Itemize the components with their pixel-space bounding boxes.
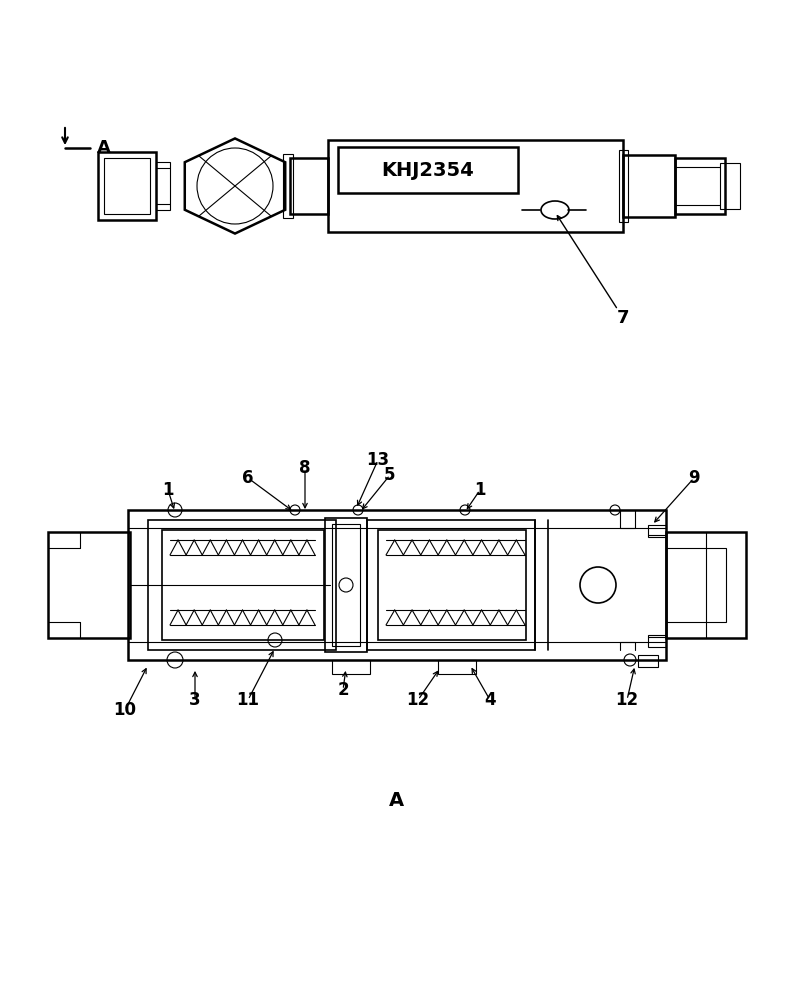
Bar — [648, 525, 666, 537]
Text: 8: 8 — [299, 459, 310, 477]
Text: 2: 2 — [337, 681, 348, 699]
Bar — [328, 140, 623, 232]
Bar — [162, 530, 324, 640]
Text: 9: 9 — [688, 469, 700, 487]
Bar — [98, 152, 156, 220]
Bar — [156, 162, 170, 210]
Bar — [104, 158, 150, 214]
Bar — [438, 660, 476, 674]
Text: 3: 3 — [189, 691, 201, 709]
Bar — [325, 518, 367, 652]
Bar — [290, 158, 328, 214]
Text: A: A — [388, 790, 404, 810]
Text: 12: 12 — [615, 691, 638, 709]
Bar — [332, 524, 360, 646]
Text: 12: 12 — [406, 691, 429, 709]
Bar — [367, 520, 535, 650]
Bar — [283, 154, 293, 218]
Bar — [638, 655, 658, 667]
Bar — [623, 155, 675, 217]
Bar — [48, 532, 130, 638]
Bar — [332, 660, 370, 674]
Bar — [148, 520, 336, 650]
Text: 10: 10 — [113, 701, 136, 719]
Text: 4: 4 — [484, 691, 496, 709]
Bar — [338, 147, 518, 193]
Bar — [128, 510, 666, 660]
Text: A: A — [97, 139, 111, 157]
Bar — [619, 150, 628, 222]
Text: 1: 1 — [162, 481, 173, 499]
Bar — [648, 635, 666, 647]
Bar — [666, 532, 746, 638]
Text: 13: 13 — [367, 451, 390, 469]
Bar — [378, 530, 526, 640]
Text: 5: 5 — [384, 466, 396, 484]
Text: 6: 6 — [242, 469, 253, 487]
Bar — [706, 548, 726, 622]
Text: 7: 7 — [617, 309, 630, 327]
Text: KHJ2354: KHJ2354 — [382, 160, 474, 180]
Bar — [720, 163, 740, 209]
Text: 11: 11 — [237, 691, 260, 709]
Text: 1: 1 — [474, 481, 485, 499]
Bar — [675, 158, 725, 214]
